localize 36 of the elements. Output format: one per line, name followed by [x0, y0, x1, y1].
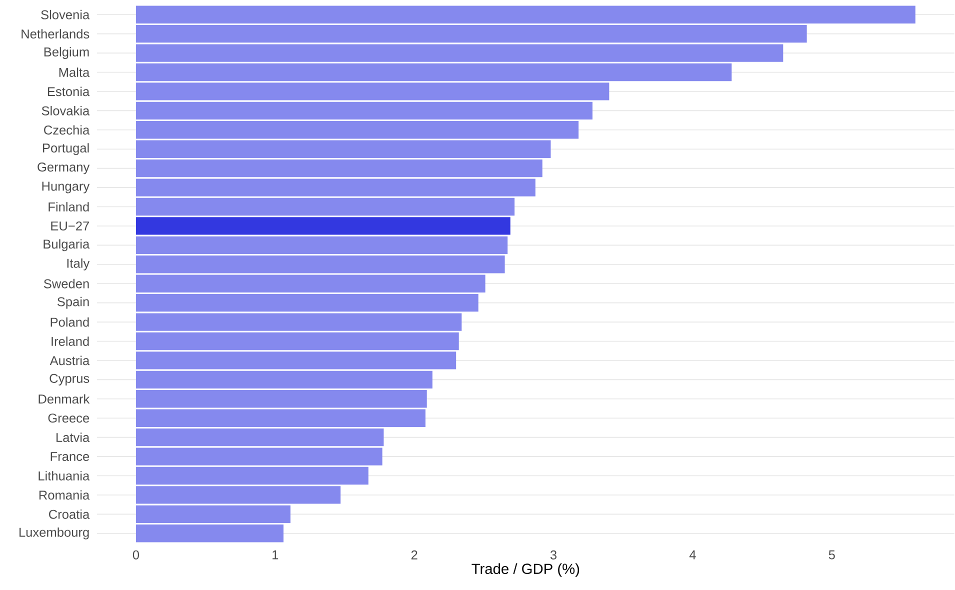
y-tick-label: Sweden [44, 278, 89, 288]
y-tick-label: Lithuania [38, 471, 90, 480]
x-tick-label: 0 [132, 550, 140, 560]
y-tick-label: Bulgaria [44, 239, 90, 252]
y-tick-label: Cyprus [50, 374, 90, 386]
y-tick-label: Germany [38, 162, 90, 174]
x-tick-label: 5 [828, 550, 835, 560]
y-tick-label: Greece [48, 414, 90, 423]
y-tick-label: Italy [67, 258, 90, 270]
y-tick-label: Malta [59, 68, 90, 77]
y-tick-label: Portugal [43, 143, 89, 156]
y-tick-label: Estonia [48, 86, 90, 96]
y-tick-label: Belgium [44, 47, 89, 60]
y-tick-label: Ireland [52, 336, 89, 346]
y-tick-label: EU−27 [51, 221, 89, 230]
y-tick-label: Austria [50, 356, 90, 366]
y-tick-label: Croatia [49, 509, 90, 519]
y-tick-label: Finland [48, 202, 89, 212]
x-tick-label: 4 [689, 550, 696, 560]
y-tick-label: Slovenia [41, 10, 90, 20]
x-tick-label: 3 [550, 550, 556, 560]
x-tick-label: 2 [411, 550, 418, 560]
x-axis-title: Trade / GDP (%) [472, 563, 580, 577]
x-tick-label: 1 [272, 550, 278, 560]
y-tick-label: Denmark [38, 394, 90, 404]
y-tick-label: Latvia [56, 432, 90, 442]
y-tick-label: Luxembourg [20, 527, 89, 540]
y-tick-label: Romania [39, 490, 90, 500]
y-tick-label: Spain [57, 296, 89, 309]
y-tick-label: France [50, 452, 90, 462]
y-tick-label: Slovakia [42, 106, 90, 116]
y-tick-label: Poland [50, 317, 89, 327]
y-tick-label: Netherlands [22, 29, 90, 39]
y-tick-label: Hungary [42, 182, 90, 194]
y-tick-label: Czechia [44, 125, 90, 135]
bar [136, 217, 510, 235]
